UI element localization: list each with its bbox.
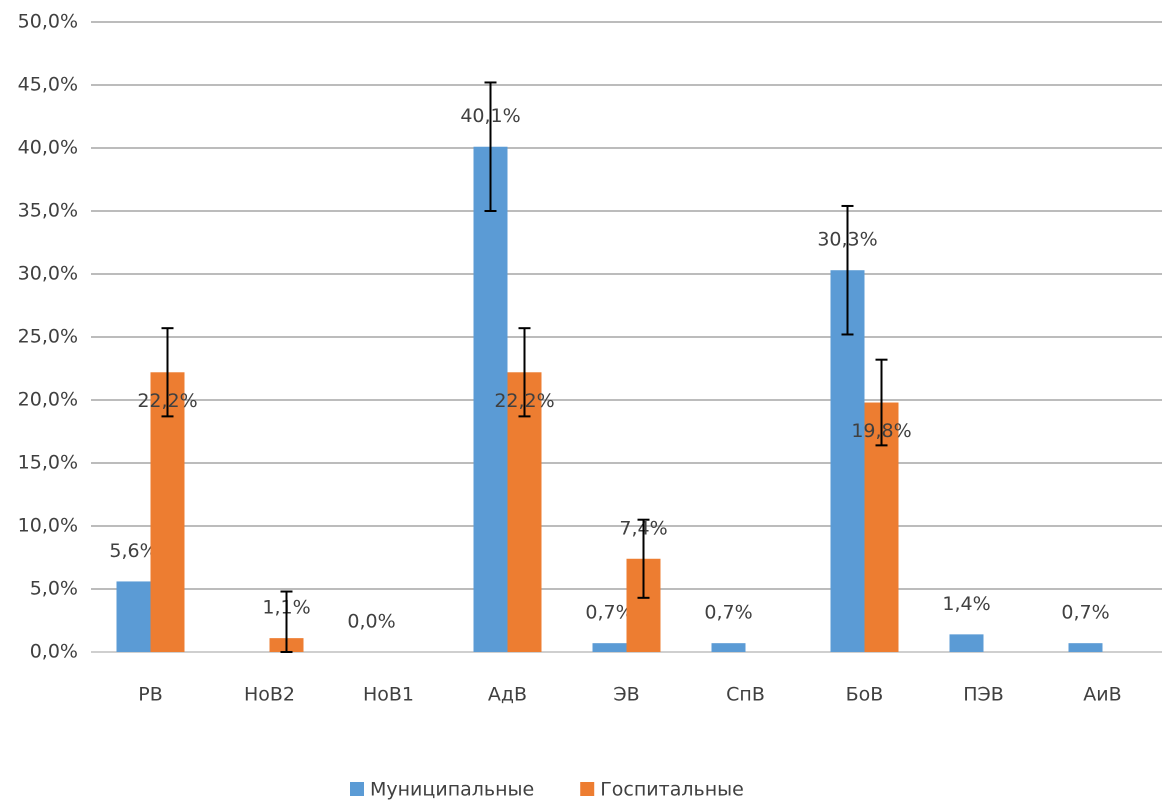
- data-label: 1,4%: [942, 593, 990, 615]
- data-label: 0,7%: [1061, 602, 1109, 624]
- data-label: 0,7%: [585, 602, 633, 624]
- error-bar: [841, 204, 854, 336]
- y-tick-label: 10,0%: [18, 515, 78, 537]
- x-tick-label: АиВ: [1083, 684, 1121, 706]
- bar: [507, 372, 542, 652]
- y-tick-label: 25,0%: [18, 326, 78, 348]
- legend-swatch: [580, 782, 595, 796]
- bar: [592, 643, 627, 652]
- y-tick-label: 15,0%: [18, 452, 78, 474]
- y-tick-label: 30,0%: [18, 263, 78, 285]
- error-bar: [484, 81, 497, 212]
- y-tick-label: 0,0%: [30, 641, 78, 663]
- error-bar: [518, 327, 531, 418]
- bar: [150, 372, 185, 652]
- error-bar: [161, 327, 174, 418]
- bar: [473, 146, 508, 653]
- bar: [711, 643, 746, 652]
- y-tick-label: 50,0%: [18, 11, 78, 33]
- data-label: 0,0%: [347, 611, 395, 633]
- data-label: 5,6%: [109, 540, 157, 562]
- y-tick-label: 45,0%: [18, 74, 78, 96]
- legend-swatch: [350, 782, 364, 796]
- y-tick-label: 40,0%: [18, 137, 78, 159]
- x-tick-label: НоВ2: [244, 684, 295, 706]
- error-bar: [875, 358, 888, 447]
- y-tick-label: 5,0%: [30, 578, 78, 600]
- error-bar: [280, 590, 293, 653]
- y-tick-label: 35,0%: [18, 200, 78, 222]
- bar: [949, 634, 984, 652]
- legend-label: Муниципальные: [370, 779, 534, 801]
- bar: [1068, 643, 1103, 652]
- x-tick-label: НоВ1: [363, 684, 414, 706]
- legend-label: Госпитальные: [600, 779, 744, 801]
- x-tick-label: АдВ: [488, 684, 527, 706]
- x-tick-label: СпВ: [726, 684, 765, 706]
- y-tick-label: 20,0%: [18, 389, 78, 411]
- x-tick-label: ПЭВ: [963, 684, 1004, 706]
- x-tick-label: РВ: [138, 684, 163, 706]
- error-bar: [637, 518, 650, 599]
- data-label: 0,7%: [704, 602, 752, 624]
- x-tick-label: ЭВ: [613, 684, 639, 706]
- x-tick-label: БоВ: [846, 684, 884, 706]
- bar: [116, 581, 151, 652]
